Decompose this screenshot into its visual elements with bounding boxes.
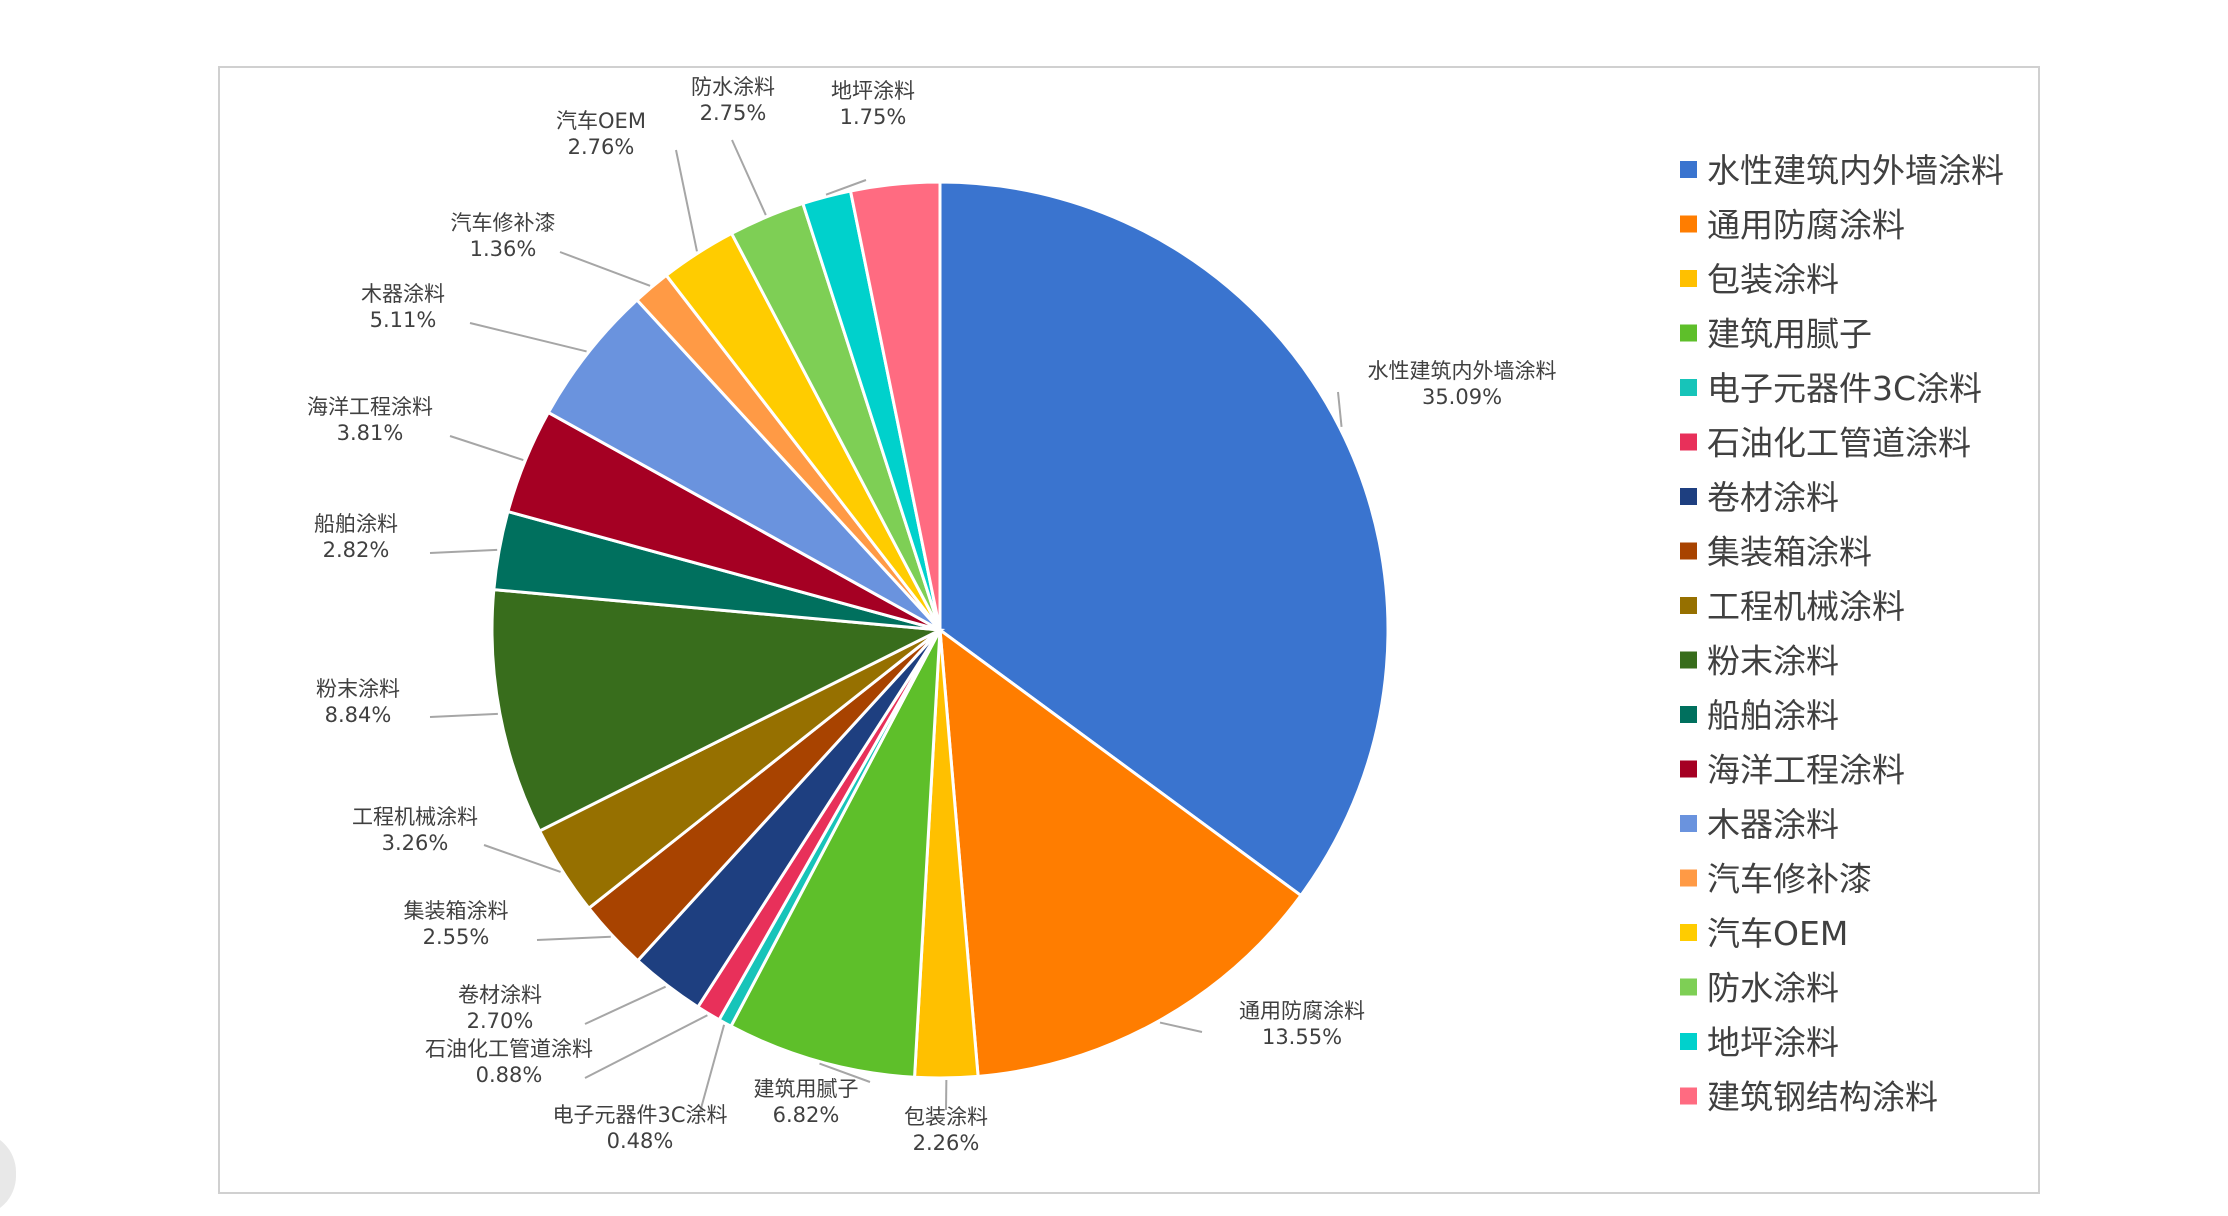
legend-entry-label: 电子元器件3C涂料 — [1707, 369, 1982, 408]
leader-line — [731, 139, 767, 216]
legend-swatch — [1680, 488, 1697, 505]
leader-line — [469, 322, 587, 353]
data-label-category: 包装涂料 — [904, 1105, 988, 1129]
legend-entry-label: 粉末涂料 — [1707, 642, 1839, 681]
legend-swatch — [1680, 1087, 1697, 1105]
leader-line — [819, 1062, 871, 1083]
data-label-value: 5.11% — [370, 308, 437, 332]
leader-line — [1159, 1021, 1203, 1033]
data-label-value: 1.36% — [470, 237, 537, 261]
slice-3[interactable] — [728, 629, 942, 1079]
slice-17[interactable] — [848, 180, 942, 631]
legend-swatch — [1680, 324, 1697, 342]
legend-entry-label: 木器涂料 — [1707, 805, 1839, 844]
slice-0[interactable] — [938, 180, 1390, 898]
legend-entry-label: 建筑用腻子 — [1707, 315, 1872, 354]
data-label-category: 汽车修补漆 — [451, 211, 556, 235]
legend-swatch — [1680, 1033, 1697, 1050]
legend-swatch — [1680, 161, 1697, 178]
data-label-category: 电子元器件3C涂料 — [552, 1103, 727, 1127]
data-label-value: 1.75% — [840, 105, 907, 129]
legend-entry-label: 汽车修补漆 — [1707, 860, 1872, 899]
data-label-value: 35.09% — [1422, 385, 1502, 409]
legend-swatch — [1680, 978, 1697, 996]
slice-1[interactable] — [938, 626, 1303, 1079]
legend-entry-label: 卷材涂料 — [1707, 478, 1839, 517]
leader-line — [699, 1024, 726, 1113]
data-label-category: 建筑用腻子 — [754, 1077, 859, 1101]
data-label-category: 船舶涂料 — [314, 512, 398, 536]
data-label-value: 0.88% — [476, 1063, 543, 1087]
data-label-value: 3.81% — [337, 421, 404, 445]
data-label-value: 3.26% — [382, 831, 449, 855]
legend-entry-label: 汽车OEM — [1707, 914, 1848, 953]
data-label-value: 8.84% — [325, 703, 392, 727]
leader-line — [449, 435, 524, 462]
data-label-category: 木器涂料 — [361, 282, 445, 306]
leader-line — [675, 149, 698, 252]
data-label-category: 水性建筑内外墙涂料 — [1368, 359, 1557, 383]
data-label-value: 2.82% — [323, 538, 390, 562]
leader-line — [825, 179, 867, 196]
leader-line — [429, 712, 498, 718]
data-label-category: 工程机械涂料 — [352, 805, 478, 829]
pie-slices — [490, 180, 1390, 1080]
legend-swatch — [1680, 215, 1697, 233]
legend-swatch — [1680, 270, 1697, 287]
legend-entry-label: 水性建筑内外墙涂料 — [1707, 151, 2004, 190]
legend-swatch — [1680, 869, 1697, 887]
data-label-value: 13.55% — [1262, 1025, 1342, 1049]
data-label-category: 石油化工管道涂料 — [425, 1037, 593, 1061]
data-label-value: 2.55% — [423, 925, 490, 949]
legend-entry-label: 防水涂料 — [1707, 969, 1839, 1008]
legend-entry-label: 石油化工管道涂料 — [1707, 424, 1971, 463]
legend-entry-label: 地坪涂料 — [1707, 1023, 1839, 1062]
legend-entry-label: 集装箱涂料 — [1707, 533, 1872, 572]
data-label-value: 2.70% — [467, 1009, 534, 1033]
legend-swatch — [1680, 433, 1697, 451]
leader-line — [584, 985, 667, 1025]
legend-entry-label: 工程机械涂料 — [1707, 587, 1905, 626]
legend-entry-label: 包装涂料 — [1707, 260, 1839, 299]
leader-line — [483, 844, 561, 873]
leader-line — [429, 548, 498, 554]
leader-line — [1337, 391, 1343, 427]
leader-line — [536, 935, 611, 941]
slice-12[interactable] — [546, 297, 942, 632]
legend-entry-label: 海洋工程涂料 — [1707, 751, 1905, 790]
data-label-category: 汽车OEM — [556, 109, 646, 133]
leader-lines — [429, 139, 1343, 1113]
legend-swatch — [1680, 379, 1697, 396]
slice-9[interactable] — [490, 587, 946, 833]
data-label-value: 6.82% — [773, 1103, 840, 1127]
data-label-category: 集装箱涂料 — [404, 899, 509, 923]
legend: 水性建筑内外墙涂料通用防腐涂料包装涂料建筑用腻子电子元器件3C涂料石油化工管道涂… — [1680, 151, 2004, 1117]
legend-swatch — [1680, 760, 1697, 778]
data-label-category: 防水涂料 — [691, 75, 775, 99]
data-label-category: 粉末涂料 — [316, 677, 400, 701]
data-label-value: 0.48% — [607, 1129, 674, 1153]
leader-line — [584, 1014, 708, 1079]
data-label-category: 通用防腐涂料 — [1239, 999, 1365, 1023]
legend-entry-label: 通用防腐涂料 — [1707, 206, 1905, 245]
data-label-category: 卷材涂料 — [458, 983, 542, 1007]
data-label-value: 2.75% — [700, 101, 767, 125]
data-label-value: 2.76% — [568, 135, 635, 159]
data-label-value: 2.26% — [913, 1131, 980, 1155]
legend-entry-label: 船舶涂料 — [1707, 696, 1839, 735]
legend-swatch — [1680, 651, 1697, 669]
legend-swatch — [1680, 542, 1697, 560]
legend-swatch — [1680, 706, 1697, 723]
legend-swatch — [1680, 597, 1697, 614]
legend-swatch — [1680, 924, 1697, 941]
leader-line — [559, 251, 651, 287]
legend-swatch — [1680, 815, 1697, 832]
data-label-category: 海洋工程涂料 — [307, 395, 433, 419]
legend-entry-label: 建筑钢结构涂料 — [1707, 1078, 1938, 1117]
data-label-category: 地坪涂料 — [831, 79, 915, 103]
